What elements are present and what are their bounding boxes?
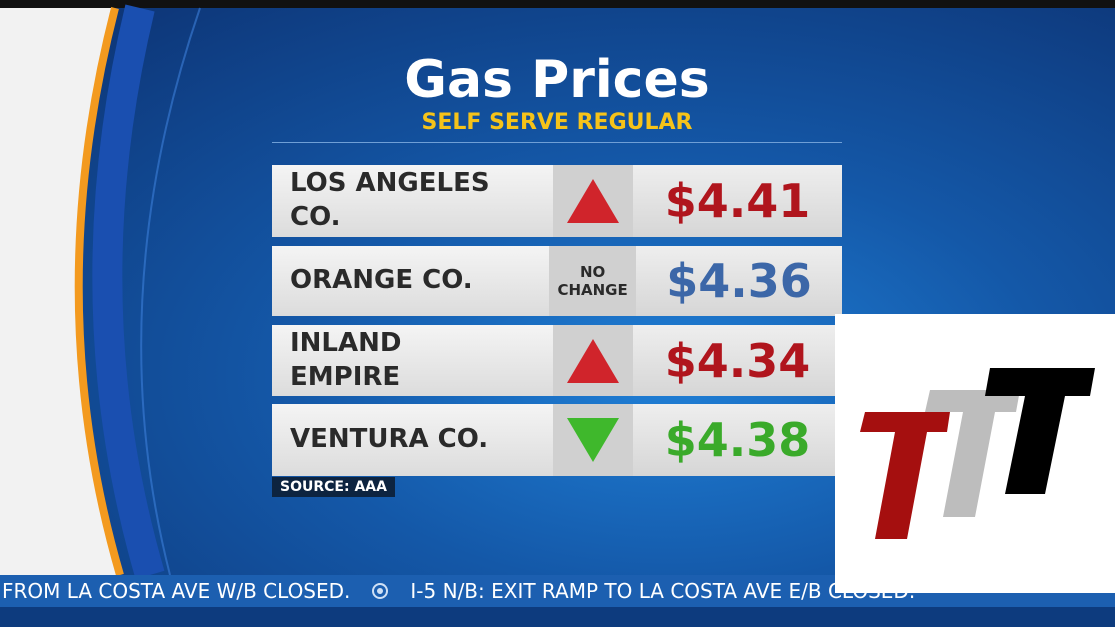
indicator: NO CHANGE — [549, 246, 637, 316]
bottom-bar — [0, 607, 1115, 627]
separator — [372, 583, 389, 599]
price: $4.38 — [633, 404, 842, 476]
ticker-item: FROM LA COSTA AVE W/B CLOSED. — [2, 579, 351, 603]
side-arcs — [0, 4, 201, 580]
table-row: VENTURA CO. $4.38 — [272, 404, 842, 476]
divider — [272, 142, 842, 143]
table-row: ORANGE CO. NO CHANGE $4.36 — [272, 246, 842, 316]
price: $4.41 — [633, 165, 842, 237]
indicator — [553, 165, 633, 237]
table-row: INLAND EMPIRE $4.34 — [272, 325, 842, 396]
price: $4.36 — [636, 246, 842, 316]
source: SOURCE: AAA — [272, 477, 395, 497]
region: VENTURA CO. — [272, 404, 553, 476]
indicator — [553, 404, 633, 476]
table-row: LOS ANGELES CO. $4.41 — [272, 165, 842, 237]
subtitle: SELF SERVE REGULAR — [421, 110, 693, 135]
title: Gas Prices — [404, 50, 710, 110]
logo-overlay — [835, 314, 1115, 593]
price: $4.34 — [633, 325, 842, 396]
region: ORANGE CO. — [272, 246, 550, 316]
indicator — [553, 325, 633, 396]
region: INLAND EMPIRE — [272, 325, 553, 396]
ticker-item: I-5 N/B: EXIT RAMP TO LA COSTA AVE E/B C… — [410, 579, 916, 603]
top-strip — [0, 0, 1115, 8]
region: LOS ANGELES CO. — [272, 165, 553, 237]
